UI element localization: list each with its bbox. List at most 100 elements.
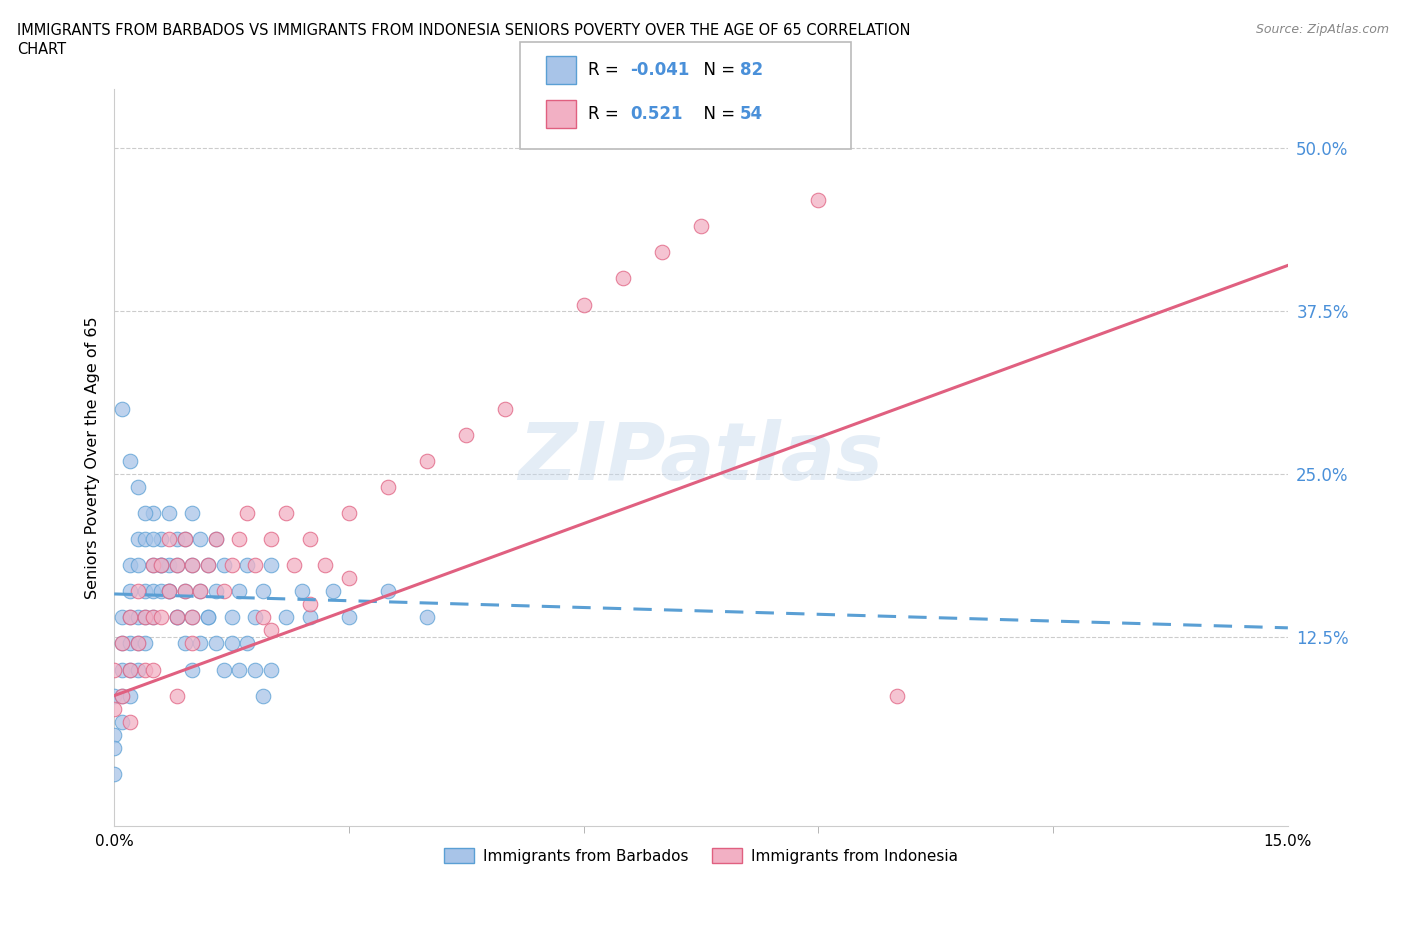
Text: N =: N = [693, 105, 741, 124]
Point [298, 610, 321, 625]
Point [283, 558, 305, 573]
Point [690, 219, 713, 233]
Point [197, 610, 219, 625]
Point [118, 662, 141, 677]
Point [228, 662, 250, 677]
Point [142, 506, 165, 521]
Point [181, 506, 204, 521]
Point [572, 297, 595, 312]
Point [228, 532, 250, 547]
Point [118, 610, 141, 625]
Point [111, 688, 134, 703]
Point [134, 506, 156, 521]
Point [252, 610, 274, 625]
Point [142, 558, 165, 573]
Point [166, 558, 188, 573]
Text: R =: R = [588, 60, 624, 79]
Point [157, 506, 180, 521]
Point [243, 610, 266, 625]
Y-axis label: Seniors Poverty Over the Age of 65: Seniors Poverty Over the Age of 65 [86, 316, 100, 599]
Point [181, 610, 204, 625]
Point [142, 558, 165, 573]
Point [111, 636, 134, 651]
Text: 82: 82 [740, 60, 762, 79]
Point [188, 584, 211, 599]
Point [188, 532, 211, 547]
Text: N =: N = [693, 60, 741, 79]
Point [166, 610, 188, 625]
Point [111, 662, 134, 677]
Point [173, 584, 195, 599]
Point [188, 636, 211, 651]
Point [221, 636, 243, 651]
Point [188, 584, 211, 599]
Point [181, 610, 204, 625]
Point [103, 740, 125, 755]
Point [260, 558, 283, 573]
Point [127, 532, 149, 547]
Point [337, 506, 360, 521]
Point [134, 610, 156, 625]
Point [127, 636, 149, 651]
Point [243, 558, 266, 573]
Point [236, 558, 259, 573]
Point [416, 610, 439, 625]
Point [150, 558, 173, 573]
Point [157, 584, 180, 599]
Text: IMMIGRANTS FROM BARBADOS VS IMMIGRANTS FROM INDONESIA SENIORS POVERTY OVER THE A: IMMIGRANTS FROM BARBADOS VS IMMIGRANTS F… [17, 23, 910, 38]
Point [260, 532, 283, 547]
Point [118, 714, 141, 729]
Point [134, 662, 156, 677]
Point [377, 584, 399, 599]
Legend: Immigrants from Barbados, Immigrants from Indonesia: Immigrants from Barbados, Immigrants fro… [437, 842, 965, 870]
Point [150, 558, 173, 573]
Point [228, 584, 250, 599]
Point [166, 532, 188, 547]
Point [157, 584, 180, 599]
Point [157, 584, 180, 599]
Point [118, 636, 141, 651]
Point [212, 662, 235, 677]
Point [111, 636, 134, 651]
Point [494, 402, 516, 417]
Text: R =: R = [588, 105, 628, 124]
Text: Source: ZipAtlas.com: Source: ZipAtlas.com [1256, 23, 1389, 36]
Point [197, 558, 219, 573]
Point [118, 584, 141, 599]
Point [236, 636, 259, 651]
Text: -0.041: -0.041 [630, 60, 689, 79]
Text: ZIPatlas: ZIPatlas [519, 418, 883, 497]
Point [166, 610, 188, 625]
Point [612, 271, 634, 286]
Point [142, 610, 165, 625]
Point [166, 558, 188, 573]
Point [127, 584, 149, 599]
Point [337, 610, 360, 625]
Point [111, 610, 134, 625]
Point [118, 454, 141, 469]
Point [236, 506, 259, 521]
Point [260, 662, 283, 677]
Point [212, 584, 235, 599]
Point [173, 584, 195, 599]
Point [118, 688, 141, 703]
Point [173, 636, 195, 651]
Point [127, 480, 149, 495]
Point [166, 688, 188, 703]
Point [157, 558, 180, 573]
Point [150, 584, 173, 599]
Point [150, 532, 173, 547]
Point [205, 532, 228, 547]
Point [205, 584, 228, 599]
Point [252, 688, 274, 703]
Point [243, 662, 266, 677]
Point [142, 662, 165, 677]
Point [252, 584, 274, 599]
Point [322, 584, 344, 599]
Point [416, 454, 439, 469]
Text: CHART: CHART [17, 42, 66, 57]
Point [111, 402, 134, 417]
Point [221, 558, 243, 573]
Point [103, 688, 125, 703]
Point [298, 597, 321, 612]
